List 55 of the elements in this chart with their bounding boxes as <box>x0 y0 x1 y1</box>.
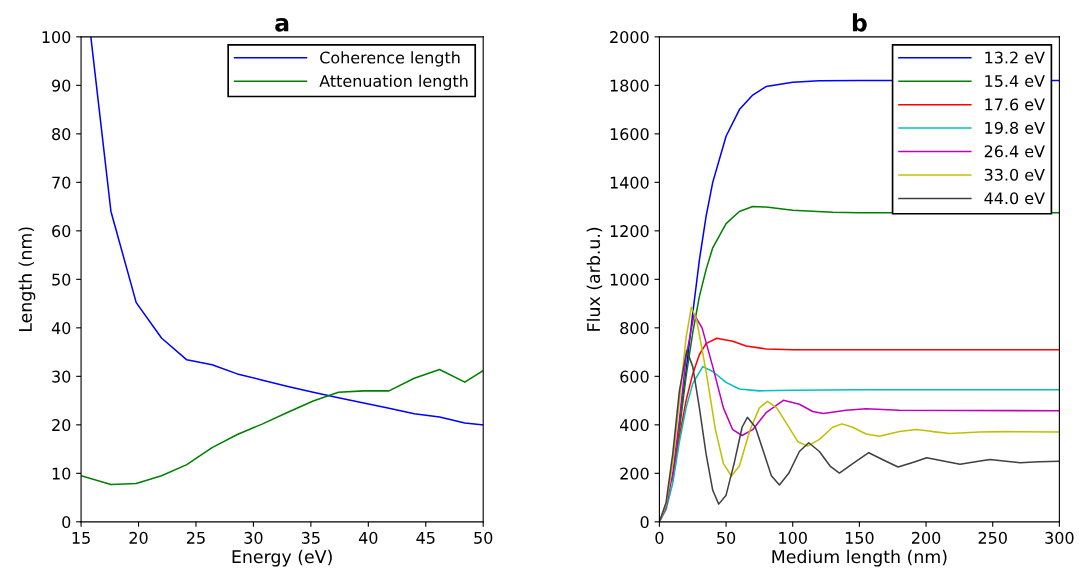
legend-label: 44.0 eV <box>984 192 1045 205</box>
y-tick-label: 20 <box>52 419 71 432</box>
legend-label: Coherence length <box>320 51 460 67</box>
y-tick-label: 1800 <box>610 79 649 92</box>
chart-title: a <box>275 18 289 32</box>
x-axis-title: Energy (eV) <box>232 549 332 567</box>
x-axis-title: Medium length (nm) <box>772 549 947 567</box>
x-tick-label: 40 <box>358 531 378 544</box>
y-tick-label: 400 <box>619 419 649 432</box>
legend-label: 15.4 eV <box>985 75 1045 88</box>
y-tick-label: 10 <box>52 467 71 480</box>
y-tick-label: 1000 <box>610 273 649 286</box>
x-tick-label: 50 <box>717 531 736 544</box>
x-tick-label: 20 <box>129 531 148 544</box>
y-tick-label: 1600 <box>610 128 649 141</box>
y-tick-label: 1400 <box>610 176 649 189</box>
legend-label: 13.2 eV <box>985 51 1045 64</box>
y-tick-label: 800 <box>620 322 649 335</box>
x-tick-label: 50 <box>474 531 493 544</box>
y-tick-label: 50 <box>52 273 71 286</box>
legend-label: 17.6 eV <box>985 98 1045 111</box>
y-tick-label: 30 <box>52 370 71 383</box>
x-tick-label: 15 <box>72 532 90 544</box>
legend-label: 19.8 eV <box>985 121 1045 134</box>
x-tick-label: 35 <box>301 531 320 544</box>
y-tick-label: 90 <box>52 79 71 92</box>
line-series <box>671 337 1060 482</box>
y-tick-label: 80 <box>52 128 71 141</box>
x-tick-label: 45 <box>416 532 435 544</box>
legend-label: 33.0 eV <box>984 168 1045 181</box>
y-tick-label: 200 <box>620 467 649 480</box>
legend-label: 26.4 eV <box>984 145 1045 158</box>
y-tick-label: 2000 <box>610 31 649 44</box>
legend-label: Attenuation length <box>319 74 468 91</box>
y-tick-label: 0 <box>640 516 649 529</box>
x-tick-label: 250 <box>978 531 1007 544</box>
line-series <box>90 36 484 426</box>
y-axis-title: Length (nm) <box>18 227 36 332</box>
y-tick-label: 60 <box>52 225 71 238</box>
line-series <box>81 368 484 486</box>
x-tick-label: 150 <box>845 531 874 544</box>
chart-title: b <box>852 13 867 32</box>
y-tick-label: 40 <box>51 322 71 335</box>
x-tick-label: 200 <box>911 531 941 544</box>
y-tick-label: 70 <box>52 176 71 189</box>
x-tick-label: 25 <box>186 531 205 544</box>
x-tick-label: 300 <box>1045 531 1074 544</box>
y-tick-label: 100 <box>42 31 71 44</box>
x-tick-label: 30 <box>244 531 263 544</box>
y-tick-label: 600 <box>620 370 649 383</box>
y-tick-label: 1200 <box>610 225 649 238</box>
y-axis-title: Flux (arb.u.) <box>586 227 603 331</box>
x-tick-label: 100 <box>779 531 807 544</box>
x-tick-label: 0 <box>655 531 664 544</box>
y-tick-label: 0 <box>62 516 71 529</box>
